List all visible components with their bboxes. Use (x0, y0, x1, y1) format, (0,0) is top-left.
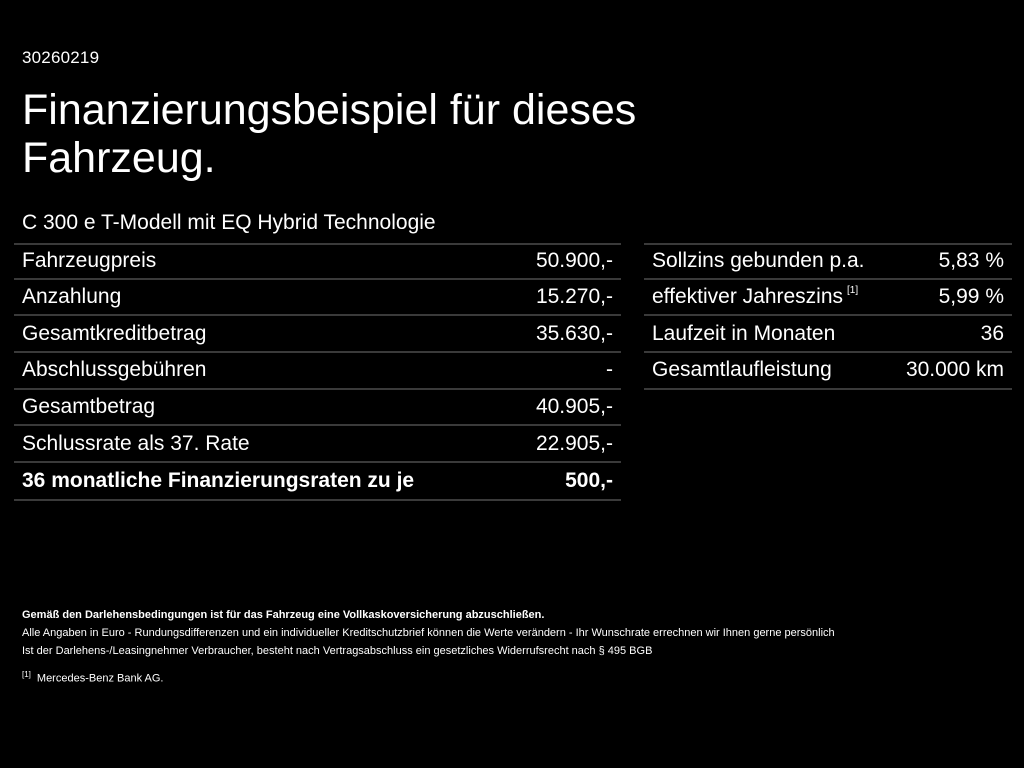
row-label: effektiver Jahreszins [1] (652, 285, 858, 309)
row-value: 22.905,- (535, 431, 613, 455)
row-value: 50.900,- (535, 249, 613, 273)
row-final-rate: Schlussrate als 37. Rate 22.905,- (14, 426, 621, 464)
row-label-text: effektiver Jahreszins (652, 285, 844, 309)
row-total-amount: Gesamtbetrag 40.905,- (14, 390, 621, 427)
footnote-marker: [1] (847, 285, 859, 297)
row-label: Abschlussgebühren (22, 358, 207, 382)
financing-table: Fahrzeugpreis 50.900,- Anzahlung 15.270,… (14, 243, 621, 502)
insurance-note: Gemäß den Darlehensbedingungen ist für d… (22, 609, 545, 621)
row-label: Gesamtkreditbetrag (22, 321, 207, 345)
row-total-credit: Gesamtkreditbetrag 35.630,- (14, 316, 621, 354)
row-label: Gesamtlaufleistung (652, 358, 832, 382)
row-effective-rate: effektiver Jahreszins [1] 5,99 % (644, 280, 1012, 317)
row-value: - (606, 358, 613, 382)
row-closing-fees: Abschlussgebühren - (14, 353, 621, 390)
row-borrowing-rate: Sollzins gebunden p.a. 5,83 % (644, 243, 1012, 280)
row-value: 36 (980, 321, 1004, 345)
footnote-reference: [1] Mercedes-Benz Bank AG. (22, 666, 1002, 688)
row-label: Sollzins gebunden p.a. (652, 249, 865, 273)
row-term-months: Laufzeit in Monaten 36 (644, 316, 1012, 354)
row-label: Fahrzeugpreis (22, 249, 157, 273)
disclaimer-line-1: Alle Angaben in Euro - Rundungsdifferenz… (22, 627, 835, 639)
title-line-2: Fahrzeug. (22, 134, 216, 182)
footnote-ref-text: Mercedes-Benz Bank AG. (36, 672, 164, 685)
row-label: Gesamtbetrag (22, 395, 156, 419)
row-value: 40.905,- (535, 395, 613, 419)
row-label: Schlussrate als 37. Rate (22, 431, 250, 455)
row-monthly-rate: 36 monatliche Finanzierungsraten zu je 5… (14, 463, 621, 502)
row-value: 15.270,- (535, 285, 613, 309)
row-total-mileage: Gesamtlaufleistung 30.000 km (644, 353, 1012, 390)
interest-table: Sollzins gebunden p.a. 5,83 % effektiver… (644, 243, 1012, 390)
row-down-payment: Anzahlung 15.270,- (14, 280, 621, 317)
footnotes: Gemäß den Darlehensbedingungen ist für d… (22, 606, 1002, 688)
row-value: 35.630,- (535, 321, 613, 345)
page-title: Finanzierungsbeispiel für dieses Fahrzeu… (22, 86, 742, 182)
model-name: C 300 e T-Modell mit EQ Hybrid Technolog… (22, 211, 436, 234)
reference-number: 30260219 (22, 48, 100, 67)
row-vehicle-price: Fahrzeugpreis 50.900,- (14, 243, 621, 280)
row-value: 500,- (565, 469, 613, 493)
row-label: 36 monatliche Finanzierungsraten zu je (22, 469, 415, 493)
row-value: 30.000 km (905, 358, 1004, 382)
row-value: 5,83 % (938, 249, 1004, 273)
title-line-1: Finanzierungsbeispiel für dieses (22, 86, 637, 134)
footnote-ref-mark: [1] (22, 670, 31, 679)
row-value: 5,99 % (938, 285, 1004, 309)
row-label: Anzahlung (22, 285, 122, 309)
row-label: Laufzeit in Monaten (652, 321, 836, 345)
disclaimer-line-2: Ist der Darlehens-/Leasingnehmer Verbrau… (22, 645, 653, 657)
